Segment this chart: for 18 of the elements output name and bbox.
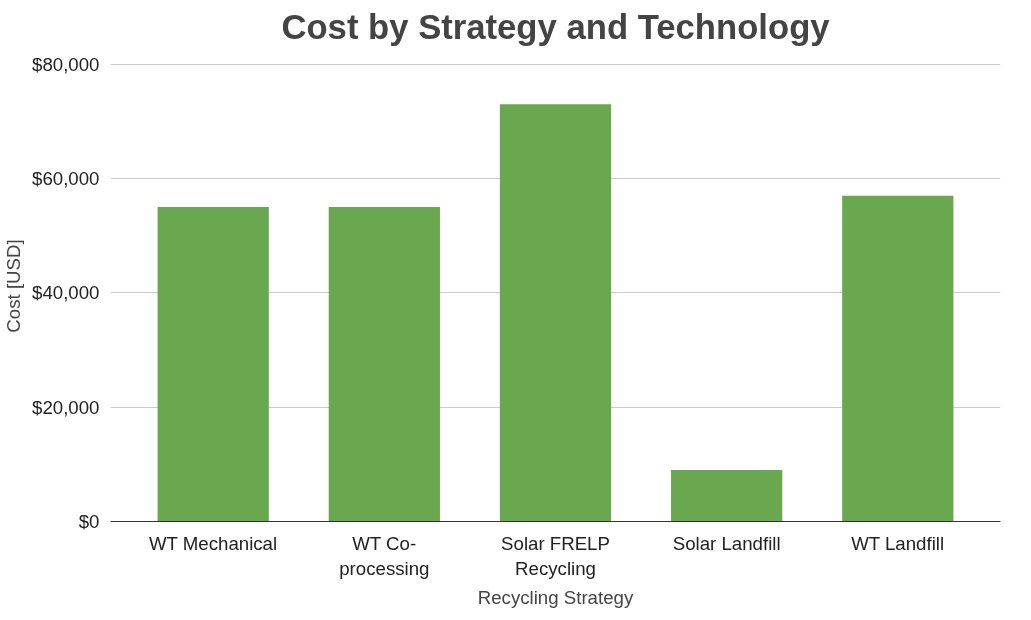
y-tick-label: $40,000 [32, 282, 100, 304]
y-tick-label: $0 [78, 511, 100, 532]
x-axis-title: Recycling Strategy [477, 586, 634, 608]
bar [157, 207, 269, 522]
bar [671, 470, 783, 522]
x-tick-label: WT Co-processing [339, 532, 430, 579]
bar [499, 104, 612, 522]
y-tick-label: $80,000 [32, 53, 100, 75]
bar [842, 195, 954, 522]
y-axis-title: Cost [USD] [3, 239, 25, 333]
chart-title: Cost by Strategy and Technology [281, 7, 831, 46]
x-tick-label: Solar Landfill [672, 532, 781, 554]
y-tick-label: $60,000 [32, 168, 100, 190]
bar [328, 207, 440, 522]
x-tick-label: WT Mechanical [148, 532, 278, 554]
x-tick-label: WT Landfill [851, 532, 945, 554]
x-tick-label: Solar FRELP Recycling [501, 532, 610, 579]
y-tick-label: $20,000 [32, 396, 100, 418]
